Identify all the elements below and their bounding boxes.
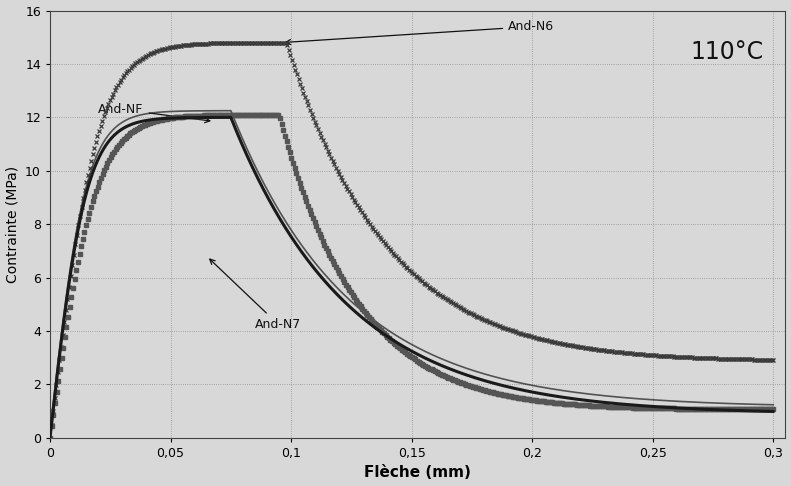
Text: And-N7: And-N7: [210, 259, 301, 330]
Text: And-N6: And-N6: [286, 20, 554, 45]
Text: And-NF: And-NF: [98, 103, 210, 122]
X-axis label: Flèche (mm): Flèche (mm): [365, 466, 471, 481]
Y-axis label: Contrainte (MPa): Contrainte (MPa): [6, 166, 20, 283]
Text: 110°C: 110°C: [691, 40, 763, 65]
